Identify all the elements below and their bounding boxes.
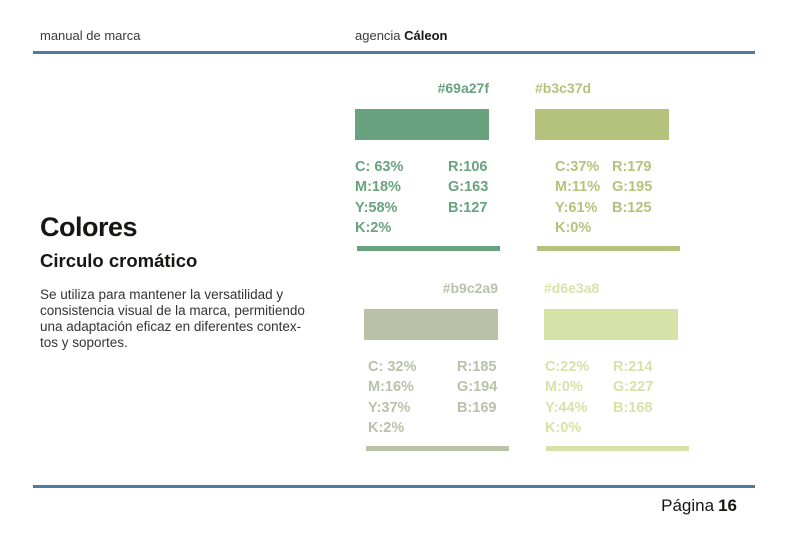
rgb-b-value: B:127 bbox=[448, 199, 488, 216]
cmyk-k-value: K:2% bbox=[368, 420, 405, 437]
cmyk-c-value: C: 63% bbox=[355, 159, 404, 175]
swatch-underline bbox=[366, 446, 509, 451]
intro-block: Colores Circulo cromático Se utiliza par… bbox=[40, 212, 310, 351]
cmyk-m-value: M:11% bbox=[555, 179, 601, 196]
footer-divider bbox=[33, 485, 755, 488]
swatch-underline bbox=[537, 246, 680, 251]
agency-prefix: agencia bbox=[355, 28, 405, 43]
cmyk-y-value: Y:61% bbox=[555, 199, 598, 216]
cmyk-k-value: K:2% bbox=[355, 220, 392, 237]
rgb-values: R:214 G:227 B:168 bbox=[613, 357, 653, 418]
swatch-color-bar bbox=[544, 309, 678, 340]
rgb-r-value: R:179 bbox=[612, 159, 652, 175]
swatch-values: C: 32% M:16% Y:37% K:2% R:185 G:194 B:16… bbox=[364, 357, 524, 441]
cmyk-values: C: 32% M:16% Y:37% K:2% bbox=[368, 357, 416, 439]
cmyk-k-value: K:0% bbox=[555, 220, 592, 237]
page-label: Página bbox=[661, 496, 715, 515]
cmyk-values: C:37% M:11% Y:61% K:0% bbox=[555, 157, 600, 239]
cmyk-values: C:22% M:0% Y:44% K:0% bbox=[545, 357, 589, 439]
agency-name: agencia Cáleon bbox=[355, 28, 448, 43]
cmyk-c-value: C:37% bbox=[555, 159, 600, 175]
document-title: manual de marca bbox=[40, 28, 141, 43]
swatch-hex-label: #d6e3a8 bbox=[544, 280, 600, 296]
swatch-hex-label: #b3c37d bbox=[535, 80, 592, 96]
rgb-b-value: B:169 bbox=[457, 399, 497, 416]
swatch-values: C:22% M:0% Y:44% K:0% R:214 G:227 B:168 bbox=[544, 357, 704, 441]
rgb-g-value: G:227 bbox=[613, 379, 654, 396]
section-description: Se utiliza para mantener la versatilidad… bbox=[40, 287, 305, 350]
cmyk-y-value: Y:37% bbox=[368, 399, 411, 416]
swatch-card: #b3c37d C:37% M:11% Y:61% K:0% R:179 G:1… bbox=[535, 80, 680, 251]
rgb-values: R:179 G:195 B:125 bbox=[612, 157, 652, 218]
agency-brand: Cáleon bbox=[404, 28, 448, 43]
header-divider bbox=[33, 51, 755, 54]
rgb-values: R:106 G:163 B:127 bbox=[448, 157, 488, 218]
rgb-g-value: G:194 bbox=[457, 379, 498, 396]
section-title: Colores bbox=[40, 212, 138, 242]
cmyk-c-value: C:22% bbox=[545, 359, 590, 375]
cmyk-y-value: Y:58% bbox=[355, 199, 398, 216]
swatch-card: #b9c2a9 C: 32% M:16% Y:37% K:2% R:185 G:… bbox=[364, 280, 509, 451]
cmyk-m-value: M:0% bbox=[545, 379, 583, 396]
swatch-card: #69a27f C: 63% M:18% Y:58% K:2% R:106 G:… bbox=[355, 80, 500, 251]
swatch-values: C:37% M:11% Y:61% K:0% R:179 G:195 B:125 bbox=[535, 157, 695, 241]
rgb-r-value: R:106 bbox=[448, 159, 488, 175]
rgb-g-value: G:163 bbox=[448, 179, 489, 196]
cmyk-m-value: M:18% bbox=[355, 179, 401, 196]
swatch-color-bar bbox=[355, 109, 489, 140]
cmyk-c-value: C: 32% bbox=[368, 359, 417, 375]
swatch-card: #d6e3a8 C:22% M:0% Y:44% K:0% R:214 G:22… bbox=[544, 280, 689, 451]
swatch-color-bar bbox=[535, 109, 669, 140]
cmyk-k-value: K:0% bbox=[545, 420, 582, 437]
rgb-b-value: B:125 bbox=[612, 199, 652, 216]
swatch-color-bar bbox=[364, 309, 498, 340]
swatch-underline bbox=[357, 246, 500, 251]
swatch-underline bbox=[546, 446, 689, 451]
swatch-hex-label: #69a27f bbox=[437, 80, 489, 96]
rgb-g-value: G:195 bbox=[612, 179, 653, 196]
cmyk-values: C: 63% M:18% Y:58% K:2% bbox=[355, 157, 403, 239]
rgb-values: R:185 G:194 B:169 bbox=[457, 357, 497, 418]
rgb-r-value: R:185 bbox=[457, 359, 497, 375]
cmyk-y-value: Y:44% bbox=[545, 399, 588, 416]
rgb-b-value: B:168 bbox=[613, 399, 653, 416]
section-subtitle: Circulo cromático bbox=[40, 250, 198, 271]
rgb-r-value: R:214 bbox=[613, 359, 653, 375]
swatch-values: C: 63% M:18% Y:58% K:2% R:106 G:163 B:12… bbox=[355, 157, 515, 241]
page-number: Página 16 bbox=[661, 496, 737, 516]
cmyk-m-value: M:16% bbox=[368, 379, 414, 396]
swatch-hex-label: #b9c2a9 bbox=[442, 280, 498, 296]
page-number-value: 16 bbox=[718, 496, 737, 515]
